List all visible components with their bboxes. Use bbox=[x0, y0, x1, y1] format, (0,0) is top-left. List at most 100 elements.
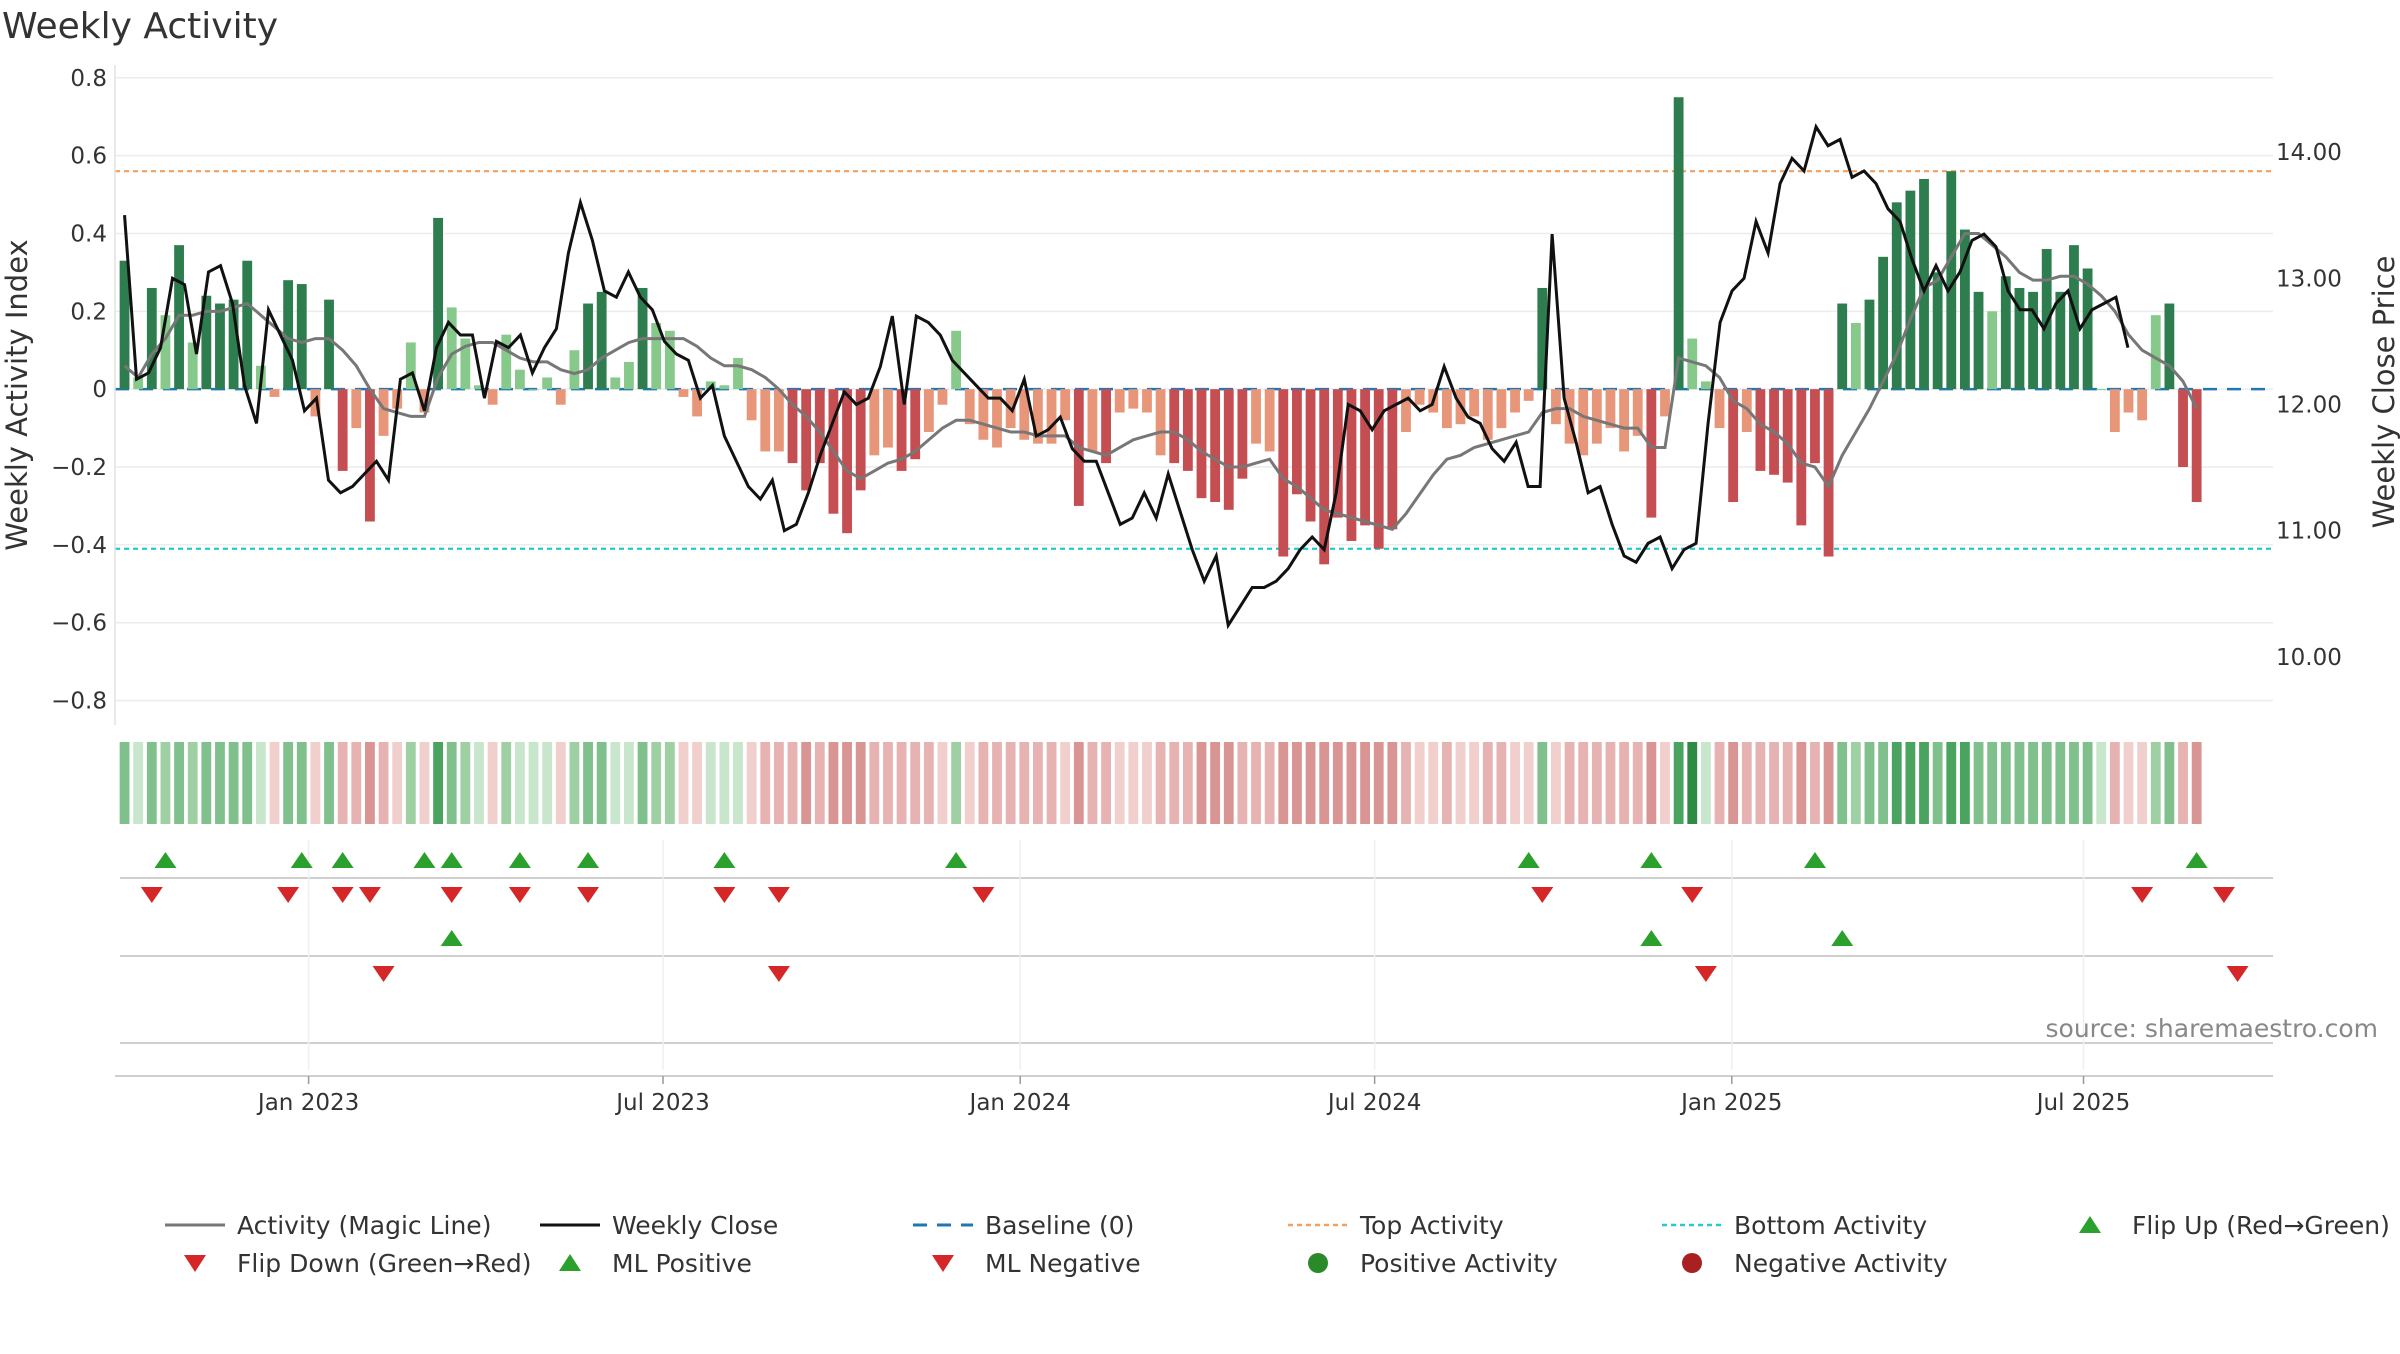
heat-strip-cell bbox=[1033, 742, 1043, 824]
heat-strip-cell bbox=[1387, 742, 1398, 824]
heat-strip-cell bbox=[2041, 742, 2052, 824]
heat-strip-cell bbox=[310, 742, 321, 824]
heat-strip-cell bbox=[1346, 742, 1357, 824]
activity-bar bbox=[1878, 256, 1889, 390]
heat-strip-cell bbox=[2096, 742, 2107, 824]
heat-strip-cell bbox=[801, 742, 812, 824]
heat-strip-cell bbox=[1101, 742, 1111, 824]
heat-strip-cell bbox=[923, 742, 934, 824]
activity-bar bbox=[869, 389, 880, 456]
legend-item: Flip Up (Red→Green) bbox=[2079, 1211, 2390, 1240]
heat-strip-cell bbox=[678, 742, 689, 824]
heat-strip-cell bbox=[1455, 742, 1466, 824]
heat-strip-cell bbox=[215, 742, 225, 824]
heat-strip-cell bbox=[160, 742, 171, 824]
activity-bar bbox=[1292, 389, 1302, 495]
source-credit: source: sharemaestro.com bbox=[2046, 1014, 2379, 1043]
heat-strip-cell bbox=[2069, 742, 2079, 824]
heat-strip-cell bbox=[1510, 742, 1520, 824]
flip-down-marker bbox=[767, 887, 790, 903]
activity-bar bbox=[923, 389, 934, 432]
heat-strip-cell bbox=[201, 742, 212, 824]
heat-strip-cell bbox=[569, 742, 580, 824]
heat-strip-cell bbox=[787, 742, 798, 824]
legend-label: Activity (Magic Line) bbox=[237, 1211, 491, 1240]
heat-strip-cell bbox=[1919, 742, 1929, 824]
x-tick-label: Jul 2023 bbox=[614, 1090, 710, 1116]
legend-item: Baseline (0) bbox=[913, 1211, 1134, 1240]
legend-label: ML Negative bbox=[985, 1249, 1141, 1278]
heat-strip-cell bbox=[992, 742, 1002, 824]
heat-strip-cell bbox=[1850, 742, 1861, 824]
activity-bar bbox=[1278, 389, 1289, 557]
heat-strip-cell bbox=[1700, 742, 1711, 824]
activity-bar bbox=[760, 389, 771, 452]
heat-strip-cell bbox=[1973, 742, 1984, 824]
heat-strip-cell bbox=[978, 742, 989, 824]
activity-bar bbox=[2055, 291, 2066, 390]
x-tick-label: Jan 2025 bbox=[1679, 1090, 1782, 1116]
legend-down-triangle-icon bbox=[932, 1255, 954, 1272]
heat-strip-cell bbox=[1182, 742, 1193, 824]
activity-bar bbox=[910, 389, 921, 460]
activity-bar bbox=[2069, 245, 2079, 390]
heat-strip-cell bbox=[1946, 742, 1957, 824]
heat-strip-cell bbox=[937, 742, 948, 824]
activity-bar bbox=[2123, 389, 2134, 413]
activity-bar bbox=[1210, 389, 1221, 503]
flip-down-marker bbox=[440, 887, 463, 903]
legend-down-triangle-icon bbox=[184, 1255, 206, 1272]
flip-up-marker bbox=[1803, 852, 1826, 868]
heat-strip-cell bbox=[419, 742, 430, 824]
chart-title: Weekly Activity bbox=[2, 6, 278, 47]
activity-bar bbox=[460, 338, 471, 390]
heat-strip-cell bbox=[1360, 742, 1370, 824]
activity-bar bbox=[474, 385, 484, 390]
heat-strip-cell bbox=[1960, 742, 1970, 824]
activity-bar bbox=[964, 389, 975, 425]
heat-strip-cell bbox=[624, 742, 634, 824]
flip-down-marker bbox=[972, 887, 995, 903]
heat-strip-cell bbox=[433, 742, 443, 824]
activity-bar bbox=[1019, 389, 1030, 440]
x-tick-label: Jan 2023 bbox=[256, 1090, 359, 1116]
flip-down-marker bbox=[2212, 887, 2235, 903]
heat-strip-cell bbox=[174, 742, 184, 824]
activity-bar bbox=[1101, 389, 1111, 464]
activity-bar bbox=[1700, 381, 1711, 390]
heat-strip-cell bbox=[1987, 742, 1998, 824]
flip-up-marker bbox=[2185, 852, 2208, 868]
activity-bar bbox=[1142, 389, 1152, 413]
heat-strip-cell bbox=[1142, 742, 1152, 824]
heat-strip-cell bbox=[1428, 742, 1439, 824]
legend-up-triangle-icon bbox=[2079, 1216, 2101, 1233]
x-tick-label: Jan 2024 bbox=[968, 1090, 1071, 1116]
heat-strip-cell bbox=[501, 742, 512, 824]
heat-strip-cell bbox=[283, 742, 294, 824]
heat-strip-cell bbox=[1755, 742, 1766, 824]
activity-bar bbox=[1523, 389, 1534, 401]
legend-item: ML Negative bbox=[932, 1249, 1141, 1278]
legend-label: Baseline (0) bbox=[985, 1211, 1134, 1240]
heat-strip-cell bbox=[869, 742, 880, 824]
activity-bar bbox=[1973, 291, 1984, 390]
heat-strip-cell bbox=[324, 742, 334, 824]
activity-bar bbox=[324, 299, 334, 390]
heat-strip-cell bbox=[133, 742, 144, 824]
activity-bar bbox=[1060, 389, 1071, 421]
flip-up-marker bbox=[577, 852, 600, 868]
flip-up-marker bbox=[331, 852, 354, 868]
activity-bar bbox=[1728, 389, 1739, 503]
legend-label: Weekly Close bbox=[612, 1211, 778, 1240]
y-tick-label: 0.4 bbox=[70, 221, 107, 247]
y2-tick-label: 14.00 bbox=[2276, 140, 2342, 166]
activity-bar bbox=[1551, 389, 1561, 425]
heat-strip-cell bbox=[964, 742, 975, 824]
activity-bar bbox=[733, 358, 743, 390]
heat-strip-cell bbox=[842, 742, 852, 824]
heat-strip-cell bbox=[814, 742, 825, 824]
heat-strip-cell bbox=[555, 742, 566, 824]
heat-strip-cell bbox=[378, 742, 389, 824]
flip-down-marker bbox=[713, 887, 736, 903]
